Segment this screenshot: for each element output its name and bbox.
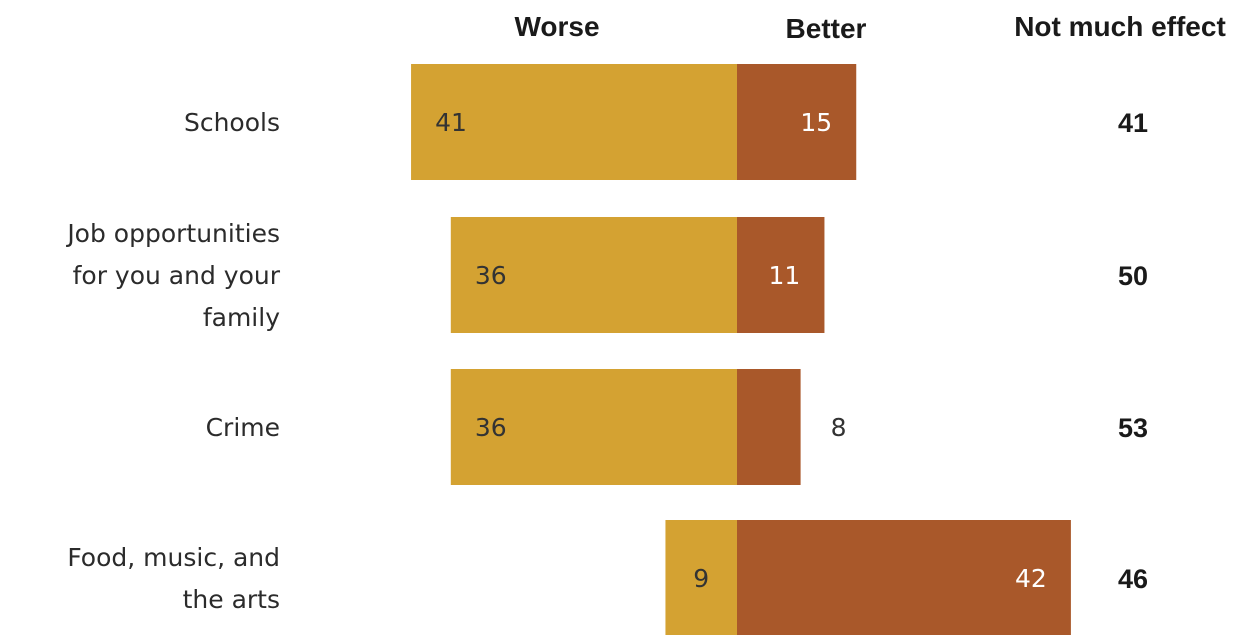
value-label-worse: 36 — [475, 413, 507, 442]
value-label-worse: 9 — [693, 564, 709, 593]
category-label: Crime — [206, 413, 280, 442]
value-label-not-much-effect: 53 — [1118, 413, 1148, 443]
header-not-much-effect: Not much effect — [1014, 11, 1226, 42]
value-label-better: 8 — [831, 413, 847, 442]
value-label-better: 15 — [800, 108, 832, 137]
chart-row: Food, music, and the arts 9 42 46 — [67, 520, 1148, 635]
category-label: the arts — [183, 585, 280, 614]
value-label-not-much-effect: 41 — [1118, 108, 1148, 138]
chart-row: Schools 41 15 41 — [184, 64, 1148, 180]
category-label: Food, music, and — [67, 543, 280, 572]
header-worse: Worse — [514, 11, 599, 42]
bar-better — [737, 64, 857, 180]
category-label: Job opportunities — [65, 219, 280, 248]
bar-worse — [450, 217, 737, 333]
bar-better — [737, 369, 801, 485]
bar-worse — [411, 64, 737, 180]
bar-worse — [665, 520, 737, 635]
column-headers: Worse Better Not much effect — [514, 11, 1225, 44]
value-label-worse: 41 — [435, 108, 467, 137]
value-label-better: 42 — [1015, 564, 1047, 593]
chart-row: Crime 36 8 53 — [206, 369, 1148, 485]
value-label-not-much-effect: 50 — [1118, 261, 1148, 291]
chart-row: Job opportunities for you and your family 3… — [65, 217, 1148, 333]
bar-better — [737, 217, 825, 333]
category-label: family — [203, 303, 280, 332]
bar-worse — [450, 369, 737, 485]
value-label-worse: 36 — [475, 261, 507, 290]
header-better: Better — [786, 13, 867, 44]
chart-rows: Schools 41 15 41 Job opportunities for you an… — [65, 64, 1148, 635]
bar-better — [737, 520, 1071, 635]
category-label: Schools — [184, 108, 280, 137]
value-label-better: 11 — [769, 261, 801, 290]
category-label: for you and your — [73, 261, 281, 290]
value-label-not-much-effect: 46 — [1118, 564, 1148, 594]
